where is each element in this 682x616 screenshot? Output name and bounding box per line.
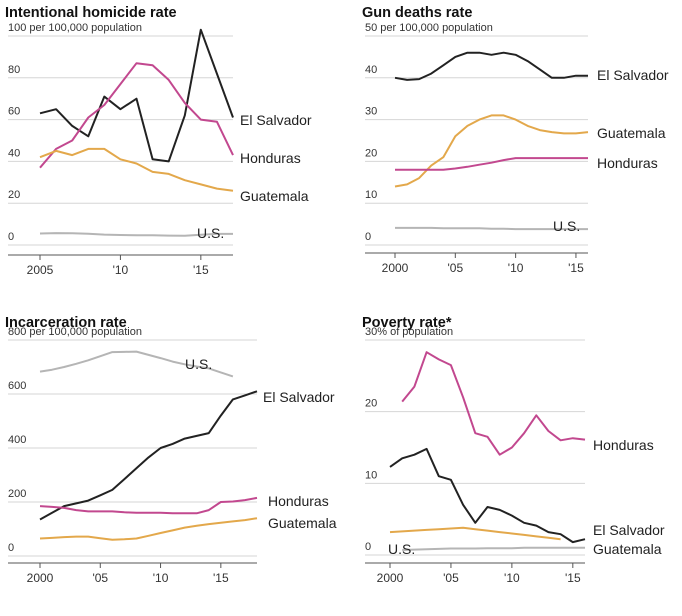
x-tick-label: '15 (565, 571, 581, 585)
series-line (39, 496, 258, 515)
y-tick-label: 200 (8, 488, 26, 500)
series-label: Guatemala (240, 188, 309, 204)
chart-title: Poverty rate* (362, 315, 452, 331)
series-label: El Salvador (593, 522, 665, 538)
series-label: Honduras (593, 437, 654, 453)
y-tick-label: 0 (8, 231, 14, 243)
y-tick-label: 10 (365, 469, 377, 481)
y-tick-label: 0 (365, 231, 371, 243)
y-tick-label: 40 (365, 64, 377, 76)
chart-title: Intentional homicide rate (5, 5, 177, 21)
series-line (401, 351, 586, 456)
series-label: Guatemala (597, 125, 666, 141)
x-tick-label: '10 (113, 263, 129, 277)
series-line (394, 51, 588, 81)
series-label: Honduras (597, 155, 658, 171)
x-tick-label: '15 (193, 263, 209, 277)
x-tick-label: '05 (443, 571, 459, 585)
y-tick-label: 600 (8, 380, 26, 392)
x-tick-label: 2000 (382, 261, 409, 275)
y-tick-label: 0 (8, 542, 14, 554)
series-label: El Salvador (240, 112, 312, 128)
series-label: U.S. (185, 356, 212, 372)
series-line (389, 447, 586, 544)
chart-title: Incarceration rate (5, 315, 127, 331)
y-tick-label: 20 (365, 398, 377, 410)
y-tick-label: 50 per 100,000 population (365, 22, 493, 34)
series-line (39, 232, 233, 237)
x-tick-label: 2000 (377, 571, 404, 585)
series-line (39, 390, 258, 521)
series-label: U.S. (388, 541, 415, 557)
series-line (395, 157, 588, 171)
series-line (395, 226, 588, 231)
series-line (39, 517, 258, 541)
y-tick-label: 60 (8, 106, 20, 118)
series-label: Honduras (240, 150, 301, 166)
series-line (39, 350, 234, 378)
series-line (39, 62, 234, 169)
y-tick-label: 30 (365, 106, 377, 118)
y-tick-label: 800 per 100,000 population (8, 326, 142, 338)
series-line (389, 526, 561, 541)
x-tick-label: 2005 (27, 263, 54, 277)
chart-title: Gun deaths rate (362, 5, 472, 21)
y-tick-label: 10 (365, 189, 377, 201)
series-label: U.S. (553, 218, 580, 234)
series-label: U.S. (197, 225, 224, 241)
y-tick-label: 80 (8, 64, 20, 76)
x-tick-label: '15 (568, 261, 584, 275)
x-tick-label: '10 (153, 571, 169, 585)
y-tick-label: 100 per 100,000 population (8, 22, 142, 34)
series-line (39, 147, 234, 192)
series-label: Honduras (268, 493, 329, 509)
x-tick-label: '05 (92, 571, 108, 585)
x-tick-label: '10 (504, 571, 520, 585)
y-tick-label: 0 (365, 541, 371, 553)
y-tick-label: 400 (8, 434, 26, 446)
x-tick-label: 2000 (27, 571, 54, 585)
y-tick-label: 20 (8, 189, 20, 201)
x-tick-label: '05 (447, 261, 463, 275)
series-label: El Salvador (263, 389, 335, 405)
series-line (402, 546, 585, 551)
series-line (39, 28, 234, 163)
series-line (394, 114, 589, 188)
series-label: Guatemala (593, 541, 662, 557)
y-tick-label: 40 (8, 147, 20, 159)
series-label: El Salvador (597, 67, 669, 83)
y-tick-label: 20 (365, 147, 377, 159)
series-label: Guatemala (268, 515, 337, 531)
x-tick-label: '15 (213, 571, 229, 585)
y-tick-label: 30% of population (365, 326, 453, 338)
x-tick-label: '10 (508, 261, 524, 275)
